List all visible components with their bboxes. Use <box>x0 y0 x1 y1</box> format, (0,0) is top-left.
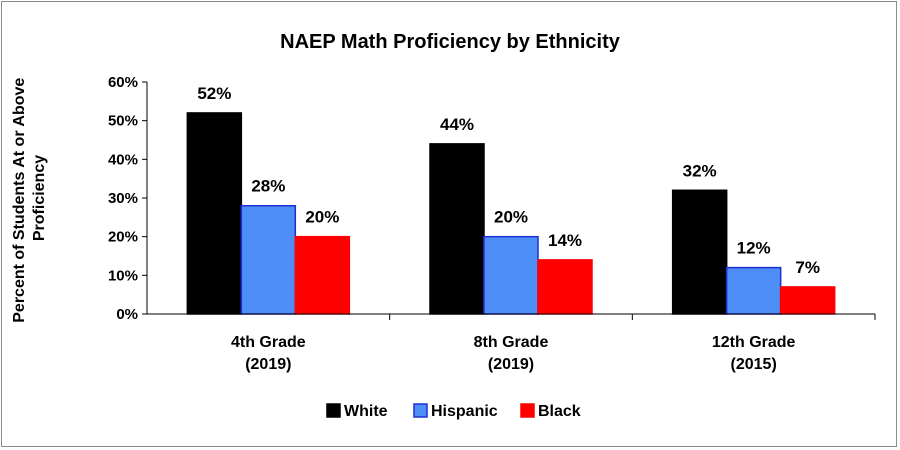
y-axis-label-line-1: Percent of Students At or Above <box>11 78 28 323</box>
legend: White Hispanic Black <box>326 403 581 420</box>
bar-white <box>186 112 243 315</box>
legend-swatch-white <box>326 403 341 418</box>
data-label: 14% <box>548 231 582 250</box>
x-tick-label-line: (2015) <box>731 356 777 373</box>
y-axis-label-line-2: Proficiency <box>31 155 48 241</box>
bar-white <box>671 189 728 315</box>
data-label: 32% <box>683 161 717 180</box>
legend-label-black: Black <box>538 403 581 420</box>
data-label: 7% <box>795 258 820 277</box>
bar-black <box>537 259 593 315</box>
chart-title: NAEP Math Proficiency by Ethnicity <box>280 31 621 53</box>
data-labels: 52% 28% 20% 44% 20% 14% 32% 12% 7% <box>197 84 820 277</box>
legend-label-hispanic: Hispanic <box>431 403 498 420</box>
x-tick-label: 12th Grade (2015) <box>712 334 796 373</box>
y-axis-ticks: 0% 10% 20% 30% 40% 50% 60% <box>108 74 147 323</box>
x-tick-label-line: 8th Grade <box>474 334 549 351</box>
data-label: 20% <box>494 208 528 227</box>
x-tick-label-line: 4th Grade <box>231 334 306 351</box>
x-tick-label-line: (2019) <box>488 356 534 373</box>
legend-swatch-hispanic <box>413 403 428 418</box>
y-tick-label: 30% <box>108 190 138 207</box>
y-axis-label: Percent of Students At or Above Proficie… <box>11 73 48 323</box>
bar-white <box>429 143 485 315</box>
bar-hispanic <box>725 266 782 315</box>
data-label: 52% <box>197 84 231 103</box>
x-tick-label: 8th Grade (2019) <box>474 334 549 373</box>
bar-hispanic <box>240 204 297 315</box>
x-axis-ticks: 4th Grade (2019) 8th Grade (2019) 12th Grade… <box>231 314 876 373</box>
legend-label-white: White <box>344 403 388 420</box>
x-tick-label-line: 12th Grade <box>712 334 796 351</box>
bar-hispanic <box>483 235 539 315</box>
bar-black <box>779 286 836 315</box>
y-tick-label: 10% <box>108 267 138 284</box>
y-tick-label: 20% <box>108 229 138 246</box>
bar-black <box>294 235 351 315</box>
y-tick-label: 50% <box>108 113 138 130</box>
data-label: 44% <box>440 115 474 134</box>
y-tick-label: 0% <box>116 306 138 323</box>
bars <box>186 112 836 315</box>
y-tick-label: 40% <box>108 151 138 168</box>
x-tick-label: 4th Grade (2019) <box>231 334 306 373</box>
legend-swatch-black <box>520 403 535 418</box>
data-label: 28% <box>251 177 285 196</box>
x-tick-label-line: (2019) <box>245 356 291 373</box>
data-label: 20% <box>305 208 339 227</box>
data-label: 12% <box>737 239 771 258</box>
y-tick-label: 60% <box>108 74 138 91</box>
